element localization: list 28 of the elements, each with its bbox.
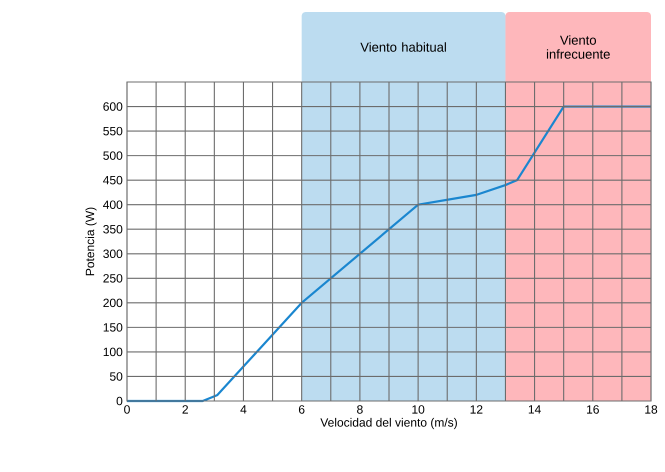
y-tick-label: 450 [103,176,122,184]
y-tick-label: 50 [110,372,122,381]
band-label: Viento infrecuente [546,35,610,59]
y-tick-label: 100 [104,348,122,356]
line-series [126,105,652,402]
x-tick-label: 4 [240,405,246,414]
y-tick-label: 500 [103,151,122,160]
y-tick-label: 0 [116,396,122,406]
x-tick-label: 6 [298,405,304,414]
x-tick-label: 8 [357,405,363,414]
y-tick-label: 250 [103,274,122,283]
x-tick-label: 14 [528,405,541,414]
y-axis-title: Potencia (W) [85,208,97,276]
x-tick-label: 12 [470,405,482,414]
x-tick-label: 10 [412,405,424,414]
x-axis-title: Velocidad del viento (m/s) [320,418,457,430]
band-label: Viento habitual [360,42,446,52]
y-tick-label: 400 [103,200,122,209]
y-tick-label: 600 [103,102,122,111]
y-tick-label: 300 [103,250,122,258]
y-tick-label: 550 [103,126,122,136]
y-tick-label: 150 [104,323,122,332]
x-tick-label: 2 [182,405,188,414]
x-tick-label: 18 [645,405,658,414]
y-tick-label: 200 [103,298,122,308]
x-tick-label: 0 [124,405,130,414]
x-tick-label: 16 [587,405,599,414]
y-tick-label: 350 [103,224,122,234]
